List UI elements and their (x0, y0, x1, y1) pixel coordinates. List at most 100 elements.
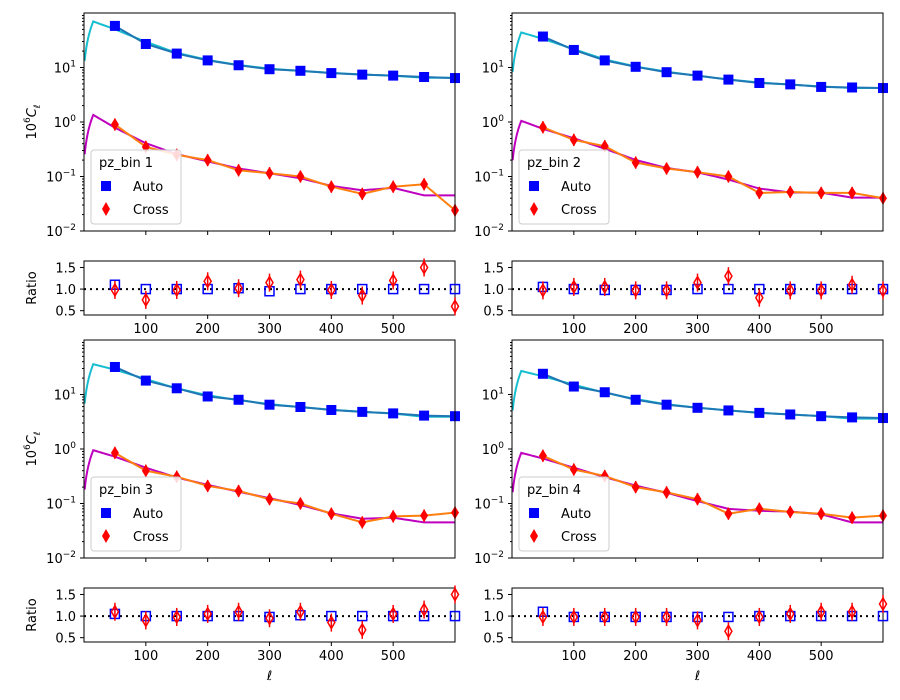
ratio-y-tick-label: 1.0 (483, 610, 504, 625)
y-tick-base: 10 (54, 389, 71, 404)
cross-point (296, 170, 305, 183)
cross-point (389, 180, 398, 194)
cross-point (234, 163, 243, 177)
ratio-cross-point (631, 282, 641, 298)
y-tick-exp: 0 (498, 114, 504, 124)
x-tick-label: 500 (809, 649, 834, 664)
ratio-cross-point (203, 606, 213, 622)
auto-point (599, 387, 610, 398)
x-tick-label: 300 (257, 322, 282, 337)
y-tick-base: 10 (474, 552, 491, 567)
ratio-cross-point (141, 612, 151, 628)
ratio-y-tick-label: 1.0 (483, 283, 504, 298)
legend-auto-label: Auto (561, 507, 591, 522)
ratio-cross-point (816, 282, 826, 298)
auto-point (140, 38, 151, 49)
auto-point (171, 383, 182, 394)
cross-point (327, 507, 336, 521)
cross-point (538, 449, 547, 463)
ratio-cross-point (754, 290, 764, 306)
auto-point (537, 31, 548, 42)
y-tick-label: 10−1 (474, 169, 504, 186)
ratio-cross-point (754, 609, 764, 625)
legend-box (518, 476, 610, 552)
y-tick-base: 10 (46, 552, 63, 567)
cross-point (420, 177, 429, 191)
auto-point (692, 70, 703, 81)
y-tick-label: 100 (482, 114, 505, 131)
legend-cross-marker (102, 529, 110, 543)
ratio-cross-point (785, 282, 795, 298)
cross-point (141, 464, 150, 478)
auto-point (295, 401, 306, 412)
auto-point (785, 409, 796, 420)
x-tick-label: 200 (195, 649, 220, 664)
auto-point (847, 82, 858, 93)
ratio-auto-point (357, 610, 368, 622)
ratio-cross-point (847, 604, 857, 620)
ratio-auto-point (449, 283, 461, 295)
auto-point (847, 412, 858, 423)
ratio-cross-point (693, 275, 702, 291)
auto-point (419, 410, 430, 421)
cross-point (600, 139, 609, 153)
main-ylabel: 106Cℓ (23, 431, 43, 466)
ratio-cross-point (631, 609, 641, 625)
ylabel-symbol: C (25, 107, 40, 117)
cross-point (755, 502, 764, 516)
ratio-cross-point (172, 609, 182, 625)
ratio-cross-point (569, 609, 579, 625)
ratio-y-tick-label: 0.5 (55, 305, 76, 320)
cross-point (358, 515, 367, 529)
x-tick-label: 500 (381, 322, 406, 337)
cross-point (848, 511, 857, 525)
ratio-cross-point (357, 288, 367, 304)
auto-point (661, 399, 672, 410)
y-tick-label: 10−2 (474, 223, 504, 240)
y-tick-base: 10 (474, 225, 491, 240)
x-tick-label: 400 (747, 649, 772, 664)
x-tick-label: 400 (747, 322, 772, 337)
ratio-cross-point (847, 277, 857, 293)
auto-point (630, 394, 641, 405)
ratio-cross-point (693, 612, 702, 628)
auto-point (109, 361, 120, 372)
y-tick-label: 100 (54, 114, 77, 131)
cross-point (203, 153, 212, 167)
auto-point (357, 69, 368, 80)
cross-point (755, 186, 764, 200)
ratio-cross-point (265, 610, 274, 626)
ratio-cross-point (296, 604, 305, 620)
x-tick-label: 100 (561, 649, 586, 664)
legend-auto-label: Auto (133, 180, 163, 195)
ratio-cross-point (234, 280, 243, 296)
y-tick-exp: 0 (70, 114, 76, 124)
ratio-y-tick-label: 1.5 (483, 588, 504, 603)
ylabel-symbol: C (25, 434, 40, 444)
ratio-cross-point (265, 275, 274, 291)
y-tick-exp: 0 (498, 441, 504, 451)
legend-title: pz_bin 2 (527, 156, 581, 171)
auto-point (816, 411, 827, 422)
y-tick-label: 10−2 (46, 550, 76, 567)
auto-point (754, 77, 765, 88)
cross-point (631, 156, 640, 170)
ratio-cross-point (419, 602, 429, 618)
y-tick-exp: 1 (498, 387, 504, 397)
auto-data-line (114, 366, 455, 418)
auto-point (785, 79, 796, 90)
ratio-cross-point (234, 604, 243, 620)
ratio-cross-point (110, 282, 120, 298)
ratio-cross-point (203, 273, 213, 289)
legend-cross-label: Cross (561, 530, 597, 545)
y-tick-base: 10 (482, 389, 499, 404)
auto-data-line (542, 35, 883, 90)
legend-cross-label: Cross (133, 203, 169, 218)
ratio-ylabel: Ratio (25, 271, 40, 304)
auto-point (202, 55, 213, 66)
ratio-cross-point (600, 609, 610, 625)
x-tick-label: 400 (319, 322, 344, 337)
ylabel-sub: ℓ (33, 431, 43, 436)
ratio-cross-point (724, 623, 733, 639)
